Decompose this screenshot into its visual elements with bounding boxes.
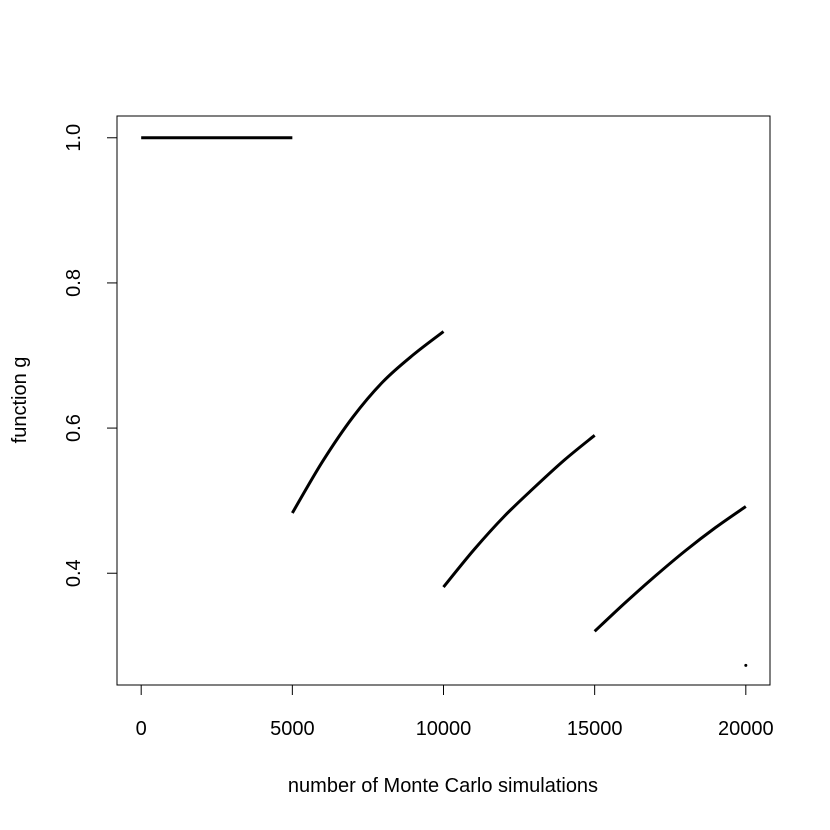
y-axis: 0.4 0.6 0.8 1.0	[63, 124, 118, 587]
x-axis-label: number of Monte Carlo simulations	[288, 775, 598, 797]
series-group	[141, 136, 748, 667]
series-point	[744, 663, 748, 667]
y-tick-label: 0.8	[63, 269, 85, 297]
y-tick-label: 0.4	[63, 559, 85, 587]
series-line-4	[593, 505, 747, 633]
x-tick-label: 5000	[270, 718, 315, 740]
y-tick-label: 1.0	[63, 124, 85, 152]
series-line-3	[442, 434, 596, 588]
x-tick-label: 20000	[718, 718, 774, 740]
series-line-2	[291, 330, 445, 514]
y-tick-label: 0.6	[63, 414, 85, 442]
x-axis: 0 5000 10000 15000 20000	[136, 684, 774, 740]
y-axis-label: function g	[9, 357, 31, 444]
x-tick-label: 0	[136, 718, 147, 740]
x-tick-label: 10000	[416, 718, 472, 740]
x-tick-label: 15000	[567, 718, 623, 740]
plot-frame	[116, 115, 771, 686]
